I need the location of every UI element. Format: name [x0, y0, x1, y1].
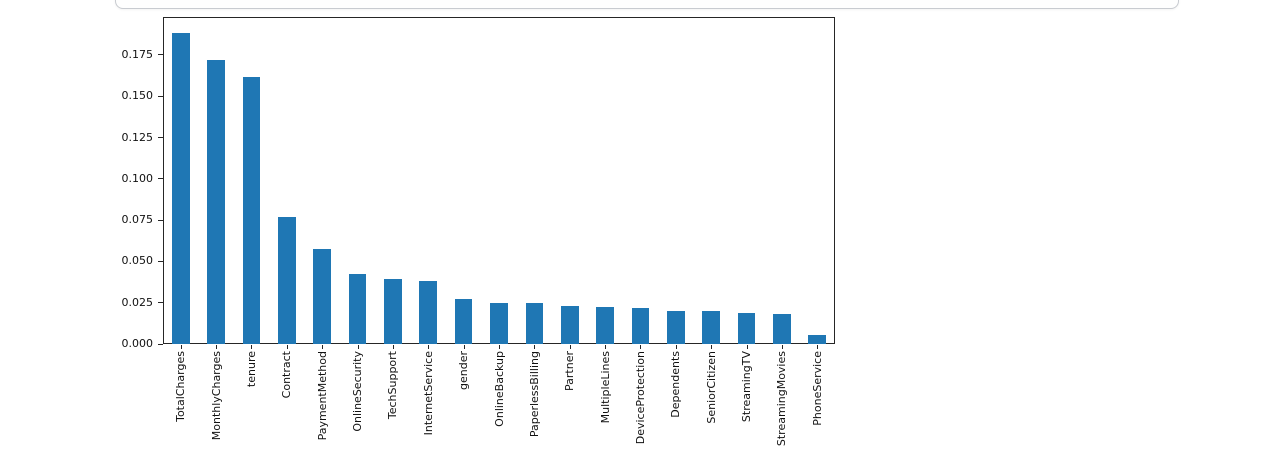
x-axis-tick [569, 345, 571, 349]
bar-dependents [667, 310, 685, 344]
y-axis-tick [158, 343, 163, 345]
x-axis-tick [216, 345, 218, 349]
x-axis-tick-label: StreamingTV [740, 351, 754, 423]
x-axis-tick [781, 345, 783, 349]
x-axis-tick-label: Dependents [669, 351, 683, 418]
bar-totalcharges [171, 32, 190, 344]
bar-onlinebackup [490, 302, 508, 344]
x-axis-tick-label: PaperlessBilling [527, 351, 541, 438]
x-axis-tick [463, 345, 465, 349]
x-axis-tick-label: PaymentMethod [315, 351, 329, 441]
y-axis-tick-label: 0.050 [121, 254, 154, 268]
y-axis-tick-label: 0.125 [121, 130, 154, 144]
x-axis-tick-label: PhoneService [810, 351, 824, 426]
y-axis-tick [158, 95, 163, 97]
bar-contract [277, 216, 296, 344]
x-axis-tick-label: OnlineSecurity [351, 351, 365, 432]
x-axis-tick [392, 345, 394, 349]
x-axis-tick [605, 345, 607, 349]
x-axis-tick-label: DeviceProtection [633, 351, 647, 445]
bar-multiplelines [596, 307, 614, 344]
bar-techsupport [384, 278, 402, 344]
notebook-cell-bottom-edge[interactable] [115, 0, 1179, 9]
x-axis-tick [322, 345, 324, 349]
bar-streamingmovies [773, 313, 791, 344]
plot-area [163, 17, 835, 344]
bar-paymentmethod [313, 249, 331, 344]
x-axis-tick-label: SeniorCitizen [704, 351, 718, 424]
x-axis-tick [180, 345, 182, 349]
x-axis-tick [675, 345, 677, 349]
x-axis-tick-label: tenure [244, 351, 258, 388]
x-axis-tick-label: InternetService [421, 351, 435, 436]
x-axis-tick [534, 345, 536, 349]
x-axis-tick-label: StreamingMovies [775, 351, 789, 447]
bar-seniorcitizen [702, 310, 721, 344]
x-axis-tick [357, 345, 359, 349]
x-axis-tick-label: MultipleLines [598, 351, 612, 424]
y-axis-tick [158, 137, 163, 139]
x-axis-tick-label: TechSupport [386, 351, 400, 420]
y-axis-tick-label: 0.075 [121, 213, 154, 227]
x-axis-tick [499, 345, 500, 349]
y-axis-tick-label: 0.025 [121, 295, 154, 309]
x-axis-tick-label: Partner [563, 351, 577, 391]
bar-onlinesecurity [348, 273, 367, 344]
bar-paperlessbilling [525, 303, 544, 344]
bar-monthlycharges [207, 59, 225, 344]
x-axis-tick [711, 345, 713, 349]
x-axis-tick-label: gender [457, 351, 471, 390]
x-axis-tick [640, 345, 642, 349]
x-axis-tick [746, 345, 748, 349]
x-axis-tick [817, 345, 819, 349]
bar-streamingtv [737, 313, 756, 344]
y-axis-tick-label: 0.150 [121, 89, 154, 103]
y-axis-tick-label: 0.000 [121, 337, 154, 350]
y-axis-tick [158, 302, 163, 304]
x-axis-tick-label: OnlineBackup [492, 351, 506, 427]
bar-deviceprotection [631, 308, 650, 344]
x-axis-tick-label: MonthlyCharges [209, 351, 223, 441]
bar-phoneservice [808, 334, 827, 344]
y-axis-tick [158, 178, 163, 180]
y-axis-tick [158, 260, 163, 262]
y-axis-tick [158, 54, 163, 56]
bar-partner [560, 305, 579, 344]
bar-internetservice [419, 281, 438, 344]
x-axis-tick-label: Contract [280, 351, 294, 399]
y-axis-tick-label: 0.175 [121, 47, 154, 61]
x-axis-tick [286, 345, 288, 349]
bar-tenure [242, 77, 261, 344]
x-axis-tick-label: TotalCharges [174, 351, 188, 422]
y-axis-tick [158, 219, 163, 221]
x-axis-tick [428, 345, 430, 349]
x-axis-tick [251, 345, 253, 349]
bar-gender [454, 298, 473, 344]
y-axis-tick-label: 0.100 [121, 171, 154, 185]
